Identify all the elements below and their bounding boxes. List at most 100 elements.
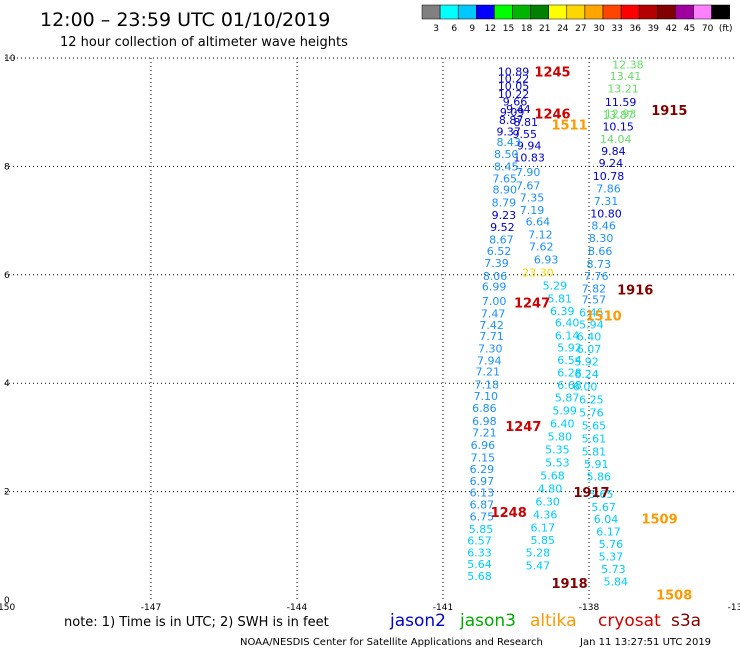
wave-height-value: 12.93	[605, 107, 637, 120]
wave-height-value: 8.45	[494, 160, 519, 173]
wave-height-value: 14.04	[600, 133, 632, 146]
colorbar-label: 42	[666, 24, 677, 34]
wave-height-value: 6.14	[555, 330, 580, 343]
wave-height-value: 6.64	[526, 216, 551, 229]
wave-height-value: 9.24	[599, 157, 624, 170]
colorbar-swatch	[675, 4, 694, 20]
wave-height-value: 6.40	[555, 316, 580, 329]
time-label: 1247	[505, 420, 541, 435]
wave-height-value: 6.24	[574, 368, 599, 381]
colorbar-swatch	[457, 4, 477, 20]
wave-height-value: 7.12	[528, 229, 553, 242]
wave-height-value: 7.19	[520, 204, 545, 217]
y-tick-label: 2	[4, 488, 10, 498]
colorbar-label: 27	[575, 24, 586, 34]
wave-height-value: 7.57	[582, 294, 607, 307]
wave-height-value: 9.23	[492, 209, 517, 222]
wave-height-value: 9.84	[601, 145, 626, 158]
wave-height-value: 6.52	[487, 245, 512, 258]
wave-height-value: 6.86	[472, 402, 497, 415]
wave-height-value: 7.15	[471, 451, 496, 464]
wave-height-value: 7.00	[482, 295, 507, 308]
wave-height-value: 23.30	[522, 267, 554, 280]
wave-height-value: 7.82	[582, 282, 607, 295]
wave-height-value: 7.94	[477, 354, 502, 367]
satellite-legend: jason2 jason3 altika cryosat s3a	[389, 611, 701, 631]
wave-height-value: 9.37	[496, 126, 521, 139]
colorbar-swatch	[548, 4, 568, 20]
wave-height-value: 5.28	[526, 546, 551, 559]
wave-height-value: 6.30	[535, 495, 560, 508]
wave-height-value: 6.04	[594, 513, 619, 526]
colorbar-label: 36	[629, 24, 641, 34]
legend-cryosat: cryosat	[598, 611, 661, 631]
wave-height-value: 8.30	[589, 232, 614, 245]
wave-height-value: 7.39	[484, 257, 509, 270]
wave-height-value: 7.30	[478, 343, 503, 356]
colorbar-label: 6	[451, 24, 457, 34]
data-marks: 10.8910.2210.0510.229.669.449.098.818.87…	[467, 59, 692, 604]
wave-height-value: 8.73	[586, 258, 611, 271]
wave-height-value: 6.96	[471, 439, 496, 452]
colorbar-label: 24	[557, 24, 569, 34]
colorbar-label: 39	[648, 24, 660, 34]
wave-height-value: 10.80	[590, 208, 622, 221]
wave-height-value: 6.93	[534, 254, 559, 267]
x-tick-label: -147	[141, 603, 161, 613]
wave-height-value: 10.83	[513, 152, 545, 165]
wave-height-value: 10.22	[498, 73, 530, 86]
colorbar-swatch	[512, 4, 531, 20]
time-label: 1917	[573, 486, 609, 501]
legend-jason2: jason2	[389, 611, 446, 631]
colorbar-label: 3	[433, 24, 439, 34]
colorbar-swatch	[638, 4, 658, 20]
wave-height-value: 9.94	[517, 139, 542, 152]
x-tick-label: -13	[728, 603, 740, 613]
wave-height-value: 6.97	[470, 475, 495, 488]
chart-title: 12:00 – 23:59 UTC 01/10/2019	[40, 9, 330, 31]
footer-credit: NOAA/NESDIS Center for Satellite Applica…	[240, 637, 543, 648]
wave-height-value: 5.35	[545, 443, 570, 456]
wave-height-value: 5.53	[545, 456, 570, 469]
wave-height-value: 10.22	[498, 88, 530, 101]
wave-height-value: 7.42	[479, 319, 504, 332]
colorbar-swatch	[693, 4, 712, 20]
legend-s3a: s3a	[671, 611, 701, 631]
wave-height-value: 5.81	[582, 445, 607, 458]
colorbar-label: 18	[521, 24, 533, 34]
time-label: 1918	[551, 577, 587, 592]
wave-height-value: 13.41	[610, 70, 642, 83]
wave-height-value: 11.59	[605, 96, 637, 109]
time-label: 1508	[656, 589, 692, 604]
wave-height-value: 6.98	[472, 415, 497, 428]
colorbar-swatch	[584, 4, 604, 20]
colorbar-label: (ft)	[719, 24, 733, 34]
colorbar-label: 12	[485, 24, 496, 34]
wave-height-value: 8.50	[494, 148, 519, 161]
wave-height-value: 8.79	[492, 197, 517, 210]
wave-height-value: 5.68	[467, 570, 492, 583]
colorbar-swatch	[602, 4, 622, 20]
colorbar-label: 70	[702, 24, 714, 34]
wave-height-value: 7.31	[594, 195, 619, 208]
wave-height-value: 7.65	[493, 172, 518, 185]
wave-height-value: 5.84	[604, 576, 629, 589]
chart-subtitle: 12 hour collection of altimeter wave hei…	[60, 35, 348, 50]
wave-height-value: 9.55	[513, 128, 538, 141]
colorbar-swatch	[476, 4, 495, 20]
wave-height-value: 13.87	[602, 109, 634, 122]
colorbar-swatch	[494, 4, 513, 20]
x-tick-label: -144	[287, 603, 308, 613]
wave-height-value: 7.35	[520, 191, 545, 204]
wave-height-value: 6.75	[470, 511, 495, 524]
wave-height-value: 5.76	[579, 406, 604, 419]
wave-height-value: 5.92	[574, 356, 599, 369]
wave-height-value: 6.29	[470, 463, 495, 476]
colorbar-swatch	[657, 4, 676, 20]
wave-height-value: 5.92	[557, 341, 582, 354]
wave-height-value: 8.06	[483, 270, 508, 283]
wave-height-value: 6.00	[573, 380, 598, 393]
wave-height-value: 7.62	[529, 241, 554, 254]
wave-height-value: 8.43	[496, 136, 521, 149]
wave-height-value: 7.86	[596, 183, 621, 196]
